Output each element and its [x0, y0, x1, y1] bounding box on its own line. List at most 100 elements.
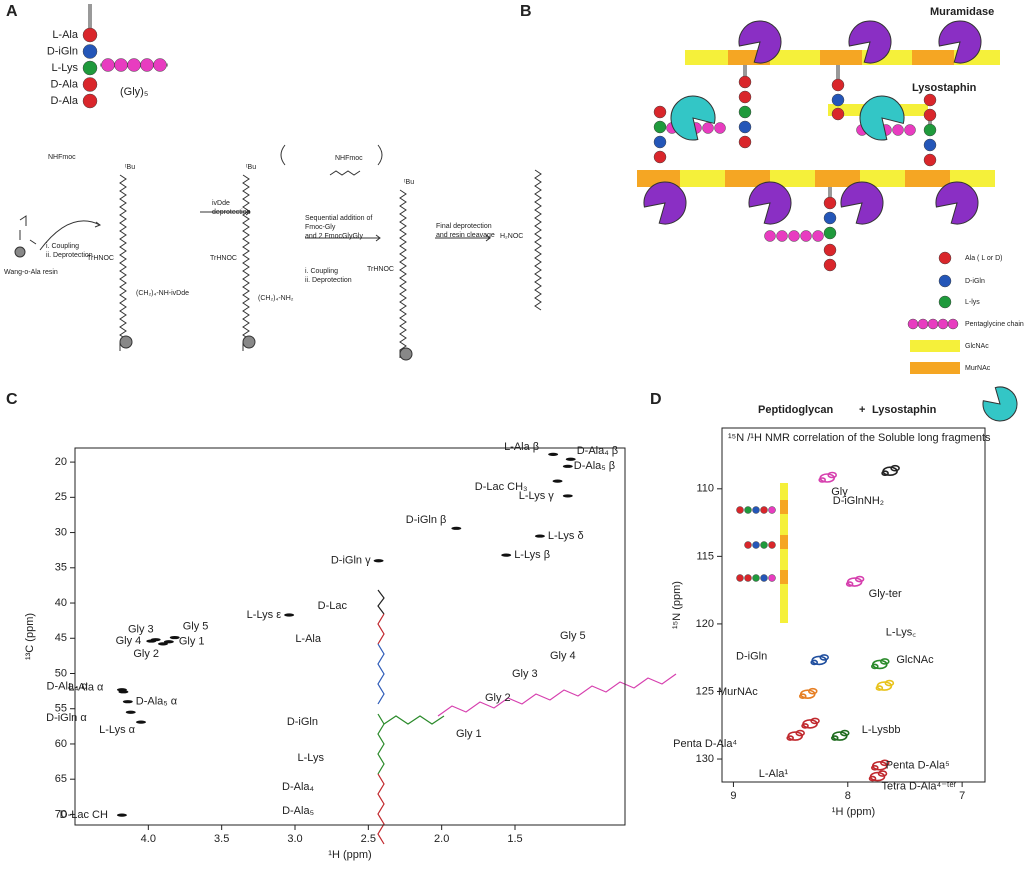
y-tick-label: 40	[55, 597, 67, 609]
peak-label: D-iGln	[736, 650, 767, 662]
y-tick-label: 110	[696, 483, 714, 495]
y-tick-label: 55	[55, 703, 67, 715]
contour	[795, 729, 805, 737]
residue-dot	[831, 107, 845, 121]
structure-label: D-Lac	[318, 600, 348, 612]
cross-peak	[122, 700, 133, 704]
enzyme-icon	[848, 20, 892, 64]
residue-dot	[736, 506, 744, 514]
peak-label: Gly 1	[179, 636, 205, 648]
residue-dot	[744, 574, 752, 582]
peak-label: D-iGln β	[406, 514, 447, 526]
residue-dot	[738, 105, 752, 119]
cross-peak	[158, 642, 168, 646]
residue-dot	[744, 506, 752, 514]
peak-label: L-Ala¹	[759, 768, 789, 780]
cross-peak	[562, 464, 573, 468]
chem-group: TrHNOC	[87, 255, 114, 262]
x-tick-label: 3.5	[214, 833, 229, 845]
step-text: Sequential addition of	[305, 215, 372, 222]
enzyme-icon	[738, 20, 782, 64]
chem-group: ᵗBu	[246, 164, 256, 171]
residue-dot	[923, 123, 937, 137]
peak-label: MurNAc	[718, 686, 758, 698]
panel-a-structures	[19, 4, 542, 358]
peak-label: D-Ala₅ β	[574, 460, 615, 472]
residue-dot	[153, 58, 167, 72]
residue-dot	[923, 108, 937, 122]
peak-label: L-Lys ε	[247, 609, 282, 621]
panel-c-structure	[377, 589, 677, 845]
contour	[881, 470, 889, 477]
cross-peak	[136, 720, 146, 724]
residue-dot	[907, 318, 919, 330]
panel-d-inset-dots	[736, 506, 776, 582]
resin-label: Wang-o-Ala resin	[4, 269, 58, 276]
contour	[786, 735, 794, 741]
enzyme-label: Lysostaphin	[912, 82, 977, 94]
residue-dot	[760, 574, 768, 582]
legend-label: L-lys	[965, 299, 980, 306]
structure-label: L-Lys	[298, 752, 325, 764]
y-tick-label: 130	[696, 753, 714, 765]
residue-dot	[760, 506, 768, 514]
step-text: ii. Deprotection	[46, 252, 93, 259]
legend-item: GlcNAc	[910, 340, 989, 352]
residue-name: L-Lys	[52, 62, 79, 74]
enzyme-icon	[748, 181, 792, 225]
step-text: i. Coupling	[46, 243, 79, 250]
step-text: and 2 FmocGlyGly	[305, 233, 363, 240]
residue-dot	[764, 230, 776, 242]
cross-peak	[868, 770, 888, 782]
contour	[798, 693, 807, 699]
structure-label: D-iGln	[287, 716, 318, 728]
panel-b-peptides	[653, 75, 937, 272]
contour	[868, 775, 877, 782]
chem-group: H₂NOC	[500, 233, 523, 240]
x-tick-label: 3.0	[287, 833, 302, 845]
peak-label: L-Lysbb	[862, 724, 901, 736]
residue-dot	[653, 105, 667, 119]
panel-d-inset	[780, 483, 788, 623]
residue-dot	[938, 251, 952, 265]
legend-swatch	[910, 340, 960, 352]
peak-label: D-Lac CH	[60, 809, 108, 821]
cross-peak	[870, 658, 890, 670]
residue-dot	[127, 58, 141, 72]
chem-group: NHFmoc	[335, 155, 363, 162]
residue-name: D-Ala	[50, 95, 78, 107]
cross-peak	[798, 687, 818, 699]
y-tick-label: 35	[55, 562, 67, 574]
y-tick-label: 60	[55, 738, 67, 750]
peak-label: D-Lac CH₃	[475, 481, 528, 493]
y-tick-label: 30	[55, 526, 67, 538]
residue-dot	[768, 574, 776, 582]
residue-dot	[140, 58, 154, 72]
panel-label: A	[6, 3, 18, 20]
y-tick-label: 50	[55, 667, 67, 679]
residue-dot	[736, 574, 744, 582]
x-tick-label: 1.5	[507, 833, 522, 845]
enzyme-icon	[938, 20, 982, 64]
cross-peak	[116, 813, 127, 817]
residue-dot	[831, 93, 845, 107]
residue-dot	[114, 58, 128, 72]
contour	[879, 759, 890, 767]
peak-label: L-Ala β	[504, 441, 539, 453]
peak-label: D-Ala₄ β	[577, 445, 618, 457]
cross-peak	[125, 710, 136, 714]
contour	[877, 770, 888, 777]
contour	[870, 663, 879, 670]
peak-label: L-Lys β	[514, 549, 550, 561]
chem-group: (CH₂)₄-NH₂	[258, 295, 294, 302]
chem-group: ᵗBu	[125, 164, 135, 171]
peak-label: D-iGlnNH₂	[833, 495, 884, 507]
panel-label: B	[520, 3, 532, 20]
y-tick-label: 25	[55, 491, 67, 503]
residue-dot	[744, 541, 752, 549]
x-tick-label: 9	[730, 790, 736, 802]
panel-b-enzymes	[643, 20, 1018, 422]
cross-peak	[163, 640, 174, 644]
cross-peak	[786, 729, 805, 741]
